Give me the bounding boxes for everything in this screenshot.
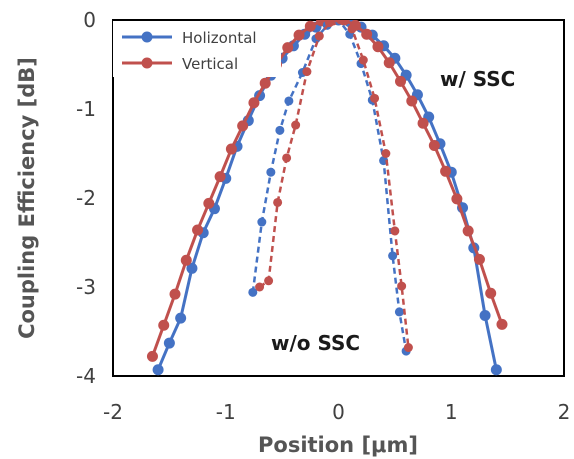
legend-swatch-marker [141,31,153,43]
data-point [237,120,249,132]
data-point [462,225,474,237]
data-point [428,139,440,151]
data-point [186,262,198,274]
legend-label: Holizontal [182,29,257,47]
y-tick-label: 0 [83,8,96,32]
data-point [152,364,164,376]
x-tick-label: -1 [216,400,236,424]
data-point [347,24,357,34]
data-point [383,57,395,69]
data-point [266,167,276,177]
annotation-without-ssc: w/o SSC [271,331,360,355]
data-point [381,149,391,158]
x-tick-labels: -2 -1 0 1 2 [103,400,570,424]
data-point [282,42,294,54]
legend-entry-vertical: Vertical [122,55,238,73]
data-point [440,165,452,177]
y-tick-label: -4 [76,364,96,388]
y-axis-title: Coupling Efficiency [dB] [15,57,39,339]
data-point [293,29,305,41]
data-point [158,319,170,331]
series-line [258,20,410,348]
data-point [257,217,267,227]
data-point [388,251,398,261]
data-point [248,97,260,109]
data-point [248,287,258,297]
legend-box [113,21,281,77]
data-point [496,318,508,330]
y-tick-label: -1 [76,97,96,121]
data-point [163,337,175,349]
data-point [417,117,429,129]
data-point [372,41,384,53]
data-point [406,95,418,107]
annotation-with-ssc: w/ SSC [440,67,515,91]
legend-swatch-marker [141,57,153,69]
data-point [302,67,312,77]
data-point [146,350,158,362]
data-point [203,197,215,209]
data-point [214,171,226,183]
y-tick-label: -3 [76,275,96,299]
data-point [361,28,373,40]
legend: Holizontal Vertical [113,21,281,77]
x-tick-label: -2 [103,400,123,424]
data-point [273,197,283,207]
data-point [358,55,368,65]
data-point [395,75,407,87]
data-point [473,253,485,265]
x-tick-label: 1 [445,400,458,424]
x-tick-label: 2 [558,400,571,424]
data-point [180,254,192,266]
data-point [390,226,400,236]
data-point [225,143,237,155]
data-point [255,282,265,292]
y-tick-labels: 0 -1 -2 -3 -4 [76,8,96,388]
data-point [324,20,334,28]
data-point [451,193,463,205]
data-point [490,364,502,376]
x-tick-label: 0 [332,400,345,424]
data-point [275,125,285,135]
data-point [397,281,407,291]
data-point [304,20,316,32]
data-point [284,96,294,106]
data-point [282,153,292,163]
data-point [314,31,324,41]
data-point [479,309,491,321]
data-point [291,120,301,130]
data-point [169,288,181,300]
data-point [336,20,346,25]
data-point [370,93,380,103]
data-point [485,287,497,299]
data-point [403,343,413,353]
series-line [251,20,408,352]
y-tick-label: -2 [76,186,96,210]
legend-label: Vertical [182,55,238,73]
data-point [192,224,204,236]
data-point [175,312,187,324]
data-point [259,77,271,89]
series-without-ssc-3 [255,20,413,353]
data-point [264,276,274,286]
legend-entry-holizontal: Holizontal [122,29,257,47]
data-point [394,307,404,317]
x-axis-title: Position [μm] [258,433,418,457]
